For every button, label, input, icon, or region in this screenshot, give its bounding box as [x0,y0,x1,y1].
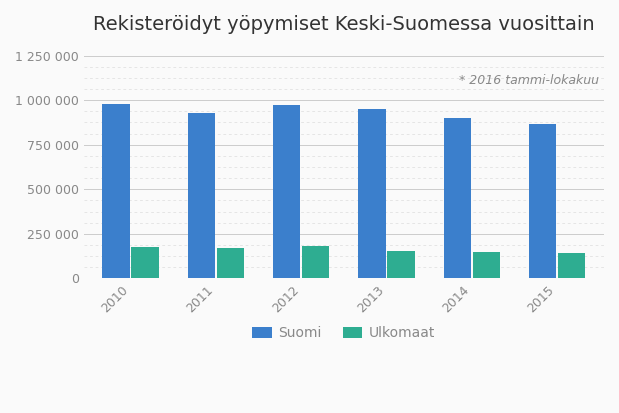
Bar [302,246,329,278]
Bar [358,109,386,278]
Bar [529,124,556,278]
Bar [387,251,415,278]
Text: * 2016 tammi-lokakuu: * 2016 tammi-lokakuu [459,74,599,88]
Bar [273,104,300,278]
Legend: Suomi, Ulkomaat: Suomi, Ulkomaat [246,320,441,346]
Bar [103,104,130,278]
Bar [217,248,244,278]
Bar [473,252,500,278]
Bar [188,113,215,278]
Bar [131,247,159,278]
Bar [558,254,585,278]
Bar [444,118,471,278]
Title: Rekisteröidyt yöpymiset Keski-Suomessa vuosittain: Rekisteröidyt yöpymiset Keski-Suomessa v… [93,15,595,34]
